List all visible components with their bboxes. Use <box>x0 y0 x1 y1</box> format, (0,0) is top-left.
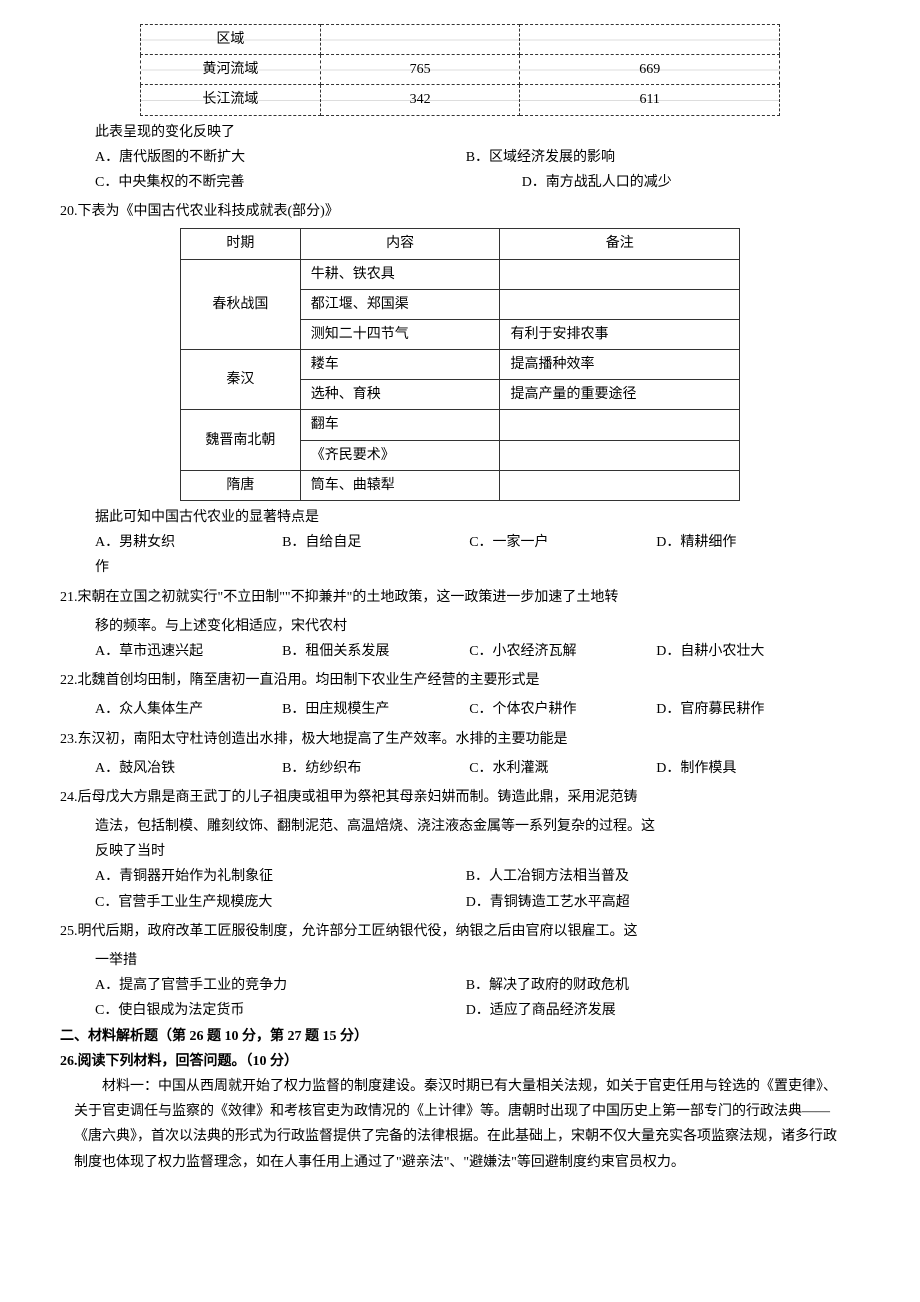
q24-opt-c: C．官营手工业生产规模庞大 <box>95 890 462 915</box>
t2-h1: 时期 <box>181 229 301 259</box>
q23-stem: 东汉初，南阳太守杜诗创造出水排，极大地提高了生产效率。水排的主要功能是 <box>78 732 568 747</box>
q24: 24.后母戊大方鼎是商王武丁的儿子祖庚或祖甲为祭祀其母亲妇妌而制。铸造此鼎，采用… <box>60 785 860 810</box>
q19-options-row2: C．中央集权的不断完善 D．南方战乱人口的减少 <box>60 170 860 195</box>
q26-m1-label: 材料一： <box>102 1079 158 1094</box>
q26-title: 26.阅读下列材料，回答问题。（10 分） <box>60 1049 860 1074</box>
q25-opt-a: A．提高了官营手工业的竞争力 <box>95 973 462 998</box>
q24-opt-a: A．青铜器开始作为礼制象征 <box>95 864 462 889</box>
q22-opt-b: B．田庄规模生产 <box>282 697 466 722</box>
q22-opt-a: A．众人集体生产 <box>95 697 279 722</box>
q20-number: 20. <box>60 204 78 219</box>
q25-opt-d: D．适应了商品经济发展 <box>466 998 833 1023</box>
q23-number: 23. <box>60 732 78 747</box>
t2-h3: 备注 <box>500 229 740 259</box>
q19-opt-b: B．区域经济发展的影响 <box>466 145 833 170</box>
q20-stem: 下表为《中国古代农业科技成就表(部分)》 <box>78 204 339 219</box>
q21-number: 21. <box>60 590 78 605</box>
q24-stem1: 后母戊大方鼎是商王武丁的儿子祖庚或祖甲为祭祀其母亲妇妌而制。铸造此鼎，采用泥范铸 <box>78 790 638 805</box>
q21-opt-d: D．自耕小农壮大 <box>656 639 840 664</box>
q26-material1: 材料一：中国从西周就开始了权力监督的制度建设。秦汉时期已有大量相关法规，如关于官… <box>60 1074 860 1175</box>
q24-opt-d: D．青铜铸造工艺水平高超 <box>466 890 833 915</box>
q24-stem2: 造法，包括制模、雕刻纹饰、翻制泥范、高温焙烧、浇注液态金属等一系列复杂的过程。这 <box>60 814 860 839</box>
q20: 20.下表为《中国古代农业科技成就表(部分)》 <box>60 199 860 224</box>
q23-opt-c: C．水利灌溉 <box>469 756 653 781</box>
q25-stem1: 明代后期，政府改革工匠服役制度，允许部分工匠纳银代役，纳银之后由官府以银雇工。这 <box>78 924 638 939</box>
q23-opt-d: D．制作模具 <box>656 756 840 781</box>
q24-options-row2: C．官营手工业生产规模庞大 D．青铜铸造工艺水平高超 <box>60 890 860 915</box>
q24-number: 24. <box>60 790 78 805</box>
t2-h2: 内容 <box>300 229 500 259</box>
q22-options: A．众人集体生产 B．田庄规模生产 C．个体农户耕作 D．官府募民耕作 <box>60 697 860 722</box>
q20-opt-d: D．精耕细作 <box>656 530 809 555</box>
q21-stem1: 宋朝在立国之初就实行"不立田制""不抑兼并"的土地政策，这一政策进一步加速了土地… <box>78 590 619 605</box>
q21-opt-b: B．租佃关系发展 <box>282 639 466 664</box>
table-row: 黄河流域 765 669 <box>141 55 780 85</box>
q19-stem: 此表呈现的变化反映了 <box>60 120 860 145</box>
q22-opt-c: C．个体农户耕作 <box>469 697 653 722</box>
q25-options-row1: A．提高了官营手工业的竞争力 B．解决了政府的财政危机 <box>60 973 860 998</box>
table-row: 长江流域 342 611 <box>141 85 780 115</box>
q25: 25.明代后期，政府改革工匠服役制度，允许部分工匠纳银代役，纳银之后由官府以银雇… <box>60 919 860 944</box>
q25-number: 25. <box>60 924 78 939</box>
q23-options: A．鼓风冶铁 B．纺纱织布 C．水利灌溉 D．制作模具 <box>60 756 860 781</box>
q21: 21.宋朝在立国之初就实行"不立田制""不抑兼并"的土地政策，这一政策进一步加速… <box>60 585 860 610</box>
q20-opt-d-wrap: 作 <box>60 555 860 580</box>
q25-options-row2: C．使白银成为法定货币 D．适应了商品经济发展 <box>60 998 860 1023</box>
q22: 22.北魏首创均田制，隋至唐初一直沿用。均田制下农业生产经营的主要形式是 <box>60 668 860 693</box>
agri-tech-table: 时期 内容 备注 春秋战国 牛耕、铁农具 都江堰、郑国渠 测知二十四节气 有利于… <box>180 228 740 501</box>
q22-stem: 北魏首创均田制，隋至唐初一直沿用。均田制下农业生产经营的主要形式是 <box>78 673 540 688</box>
q21-opt-a: A．草市迅速兴起 <box>95 639 279 664</box>
table1-h1: 区域 <box>141 25 321 55</box>
q20-opt-a: A．男耕女织 <box>95 530 279 555</box>
q23: 23.东汉初，南阳太守杜诗创造出水排，极大地提高了生产效率。水排的主要功能是 <box>60 727 860 752</box>
table-row: 秦汉 耧车 提高播种效率 <box>181 350 740 380</box>
q19-options-row1: A．唐代版图的不断扩大 B．区域经济发展的影响 <box>60 145 860 170</box>
table1-h2 <box>320 25 520 55</box>
q22-opt-d: D．官府募民耕作 <box>656 697 840 722</box>
q25-opt-c: C．使白银成为法定货币 <box>95 998 462 1023</box>
table-row: 春秋战国 牛耕、铁农具 <box>181 259 740 289</box>
q25-stem2: 一举措 <box>60 948 860 973</box>
table-row: 魏晋南北朝 翻车 <box>181 410 740 440</box>
q20-opt-c: C．一家一户 <box>469 530 653 555</box>
q21-stem2: 移的频率。与上述变化相适应，宋代农村 <box>60 614 860 639</box>
q20-options: A．男耕女织 B．自给自足 C．一家一户 D．精耕细作 <box>60 530 860 555</box>
q19-opt-c: C．中央集权的不断完善 <box>95 170 462 195</box>
table1-h3 <box>520 25 780 55</box>
q23-opt-b: B．纺纱织布 <box>282 756 466 781</box>
q20-tail: 据此可知中国古代农业的显著特点是 <box>60 505 860 530</box>
q22-number: 22. <box>60 673 78 688</box>
q26-m1-text: 中国从西周就开始了权力监督的制度建设。秦汉时期已有大量相关法规，如关于官吏任用与… <box>74 1079 837 1170</box>
q24-stem3: 反映了当时 <box>60 839 860 864</box>
q19-opt-a: A．唐代版图的不断扩大 <box>95 145 462 170</box>
q21-options: A．草市迅速兴起 B．租佃关系发展 C．小农经济瓦解 D．自耕小农壮大 <box>60 639 860 664</box>
q24-opt-b: B．人工冶铜方法相当普及 <box>466 864 833 889</box>
table-row: 隋唐 筒车、曲辕犁 <box>181 470 740 500</box>
q20-opt-b: B．自给自足 <box>282 530 466 555</box>
section2-title: 二、材料解析题（第 26 题 10 分，第 27 题 15 分） <box>60 1024 860 1049</box>
q24-options-row1: A．青铜器开始作为礼制象征 B．人工冶铜方法相当普及 <box>60 864 860 889</box>
q23-opt-a: A．鼓风冶铁 <box>95 756 279 781</box>
q21-opt-c: C．小农经济瓦解 <box>469 639 653 664</box>
q19-opt-d: D．南方战乱人口的减少 <box>466 170 833 195</box>
q25-opt-b: B．解决了政府的财政危机 <box>466 973 833 998</box>
region-table: 区域 黄河流域 765 669 长江流域 342 611 <box>140 24 780 116</box>
